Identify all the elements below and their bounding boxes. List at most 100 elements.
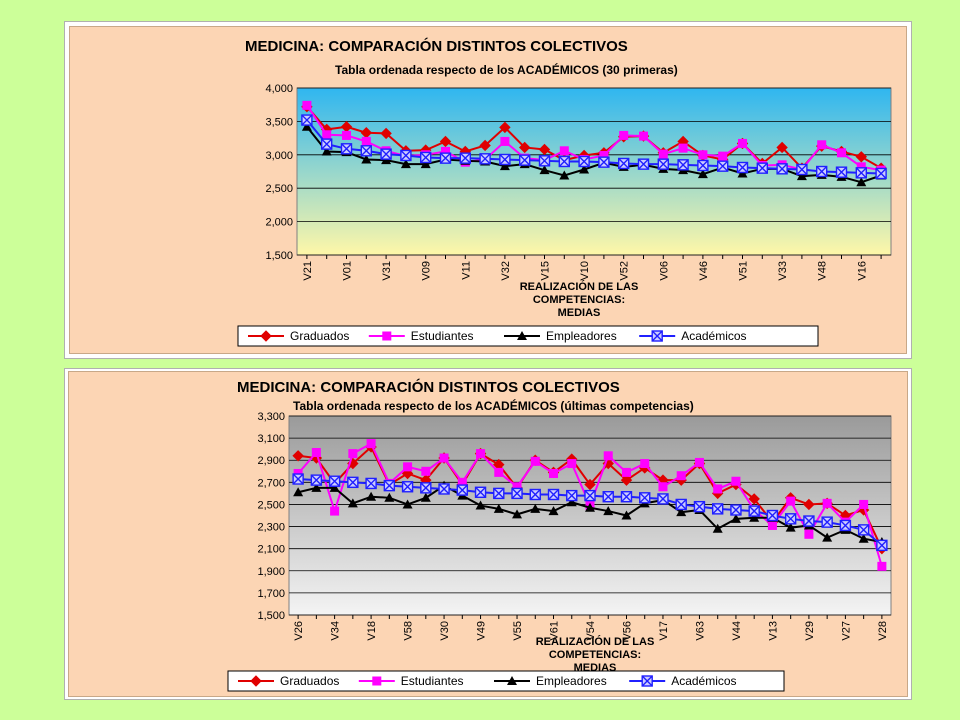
chart1-xaxis-label: MEDIAS (558, 307, 601, 319)
chart1-series-acadmicos-point (637, 158, 650, 170)
chart1-series-acadmicos-point (459, 152, 471, 164)
chart1-series-estudiantes-point (738, 138, 747, 148)
chart2-series-empleadores-point (712, 523, 723, 533)
chart1-series-estudiantes-point (441, 146, 450, 156)
chart2-xtick-label: V13 (767, 621, 779, 641)
chart2-series-empleadores-point (730, 513, 741, 523)
chart2-series-estudiantes-point (494, 467, 504, 477)
chart2-series-acadmicos-point (620, 491, 633, 503)
chart2-series-estudiantes-point (603, 451, 613, 461)
chart2-series-acadmicos-point-x2 (584, 490, 596, 502)
chart1-series-estudiantes-point (322, 130, 332, 140)
chart2-series-estudiantes-point (403, 462, 413, 472)
chart2-xtick-label: V44 (731, 621, 743, 641)
chart1-series-acadmicos-point-x2 (459, 152, 471, 164)
chart1-xtick-label: V46 (698, 261, 710, 281)
chart1-series-estudiantes-point (678, 143, 688, 153)
chart1-series-acadmicos-point-x2 (855, 167, 867, 179)
chart2-series-acadmicos-point-x2 (839, 519, 851, 531)
chart1-ytick-label: 2,000 (265, 217, 293, 229)
chart2-series-graduados-point (292, 450, 304, 462)
chart2-series-estudiantes-point (731, 476, 741, 486)
chart2-series-acadmicos-point-x2 (383, 480, 395, 492)
chart2-ytick-label: 2,700 (257, 477, 285, 489)
chart2-series-acadmicos-point (328, 475, 341, 487)
chart2-series-estudiantes-point (786, 496, 796, 506)
chart2-series-acadmicos-point-x2 (730, 504, 742, 516)
chart2-series-estudiantes-point (348, 449, 358, 459)
chart1-legend-empleadores-marker (517, 331, 527, 340)
chart2-series-acadmicos-point (547, 488, 560, 501)
chart1-series-acadmicos-point (380, 148, 392, 160)
chart1-series-acadmicos-point (301, 114, 313, 126)
chart2-series-acadmicos-point-x2 (420, 482, 432, 494)
chart1-xtick-label: V51 (738, 261, 750, 281)
chart2-series-empleadores-point (676, 507, 687, 517)
chart2-xaxis-label: COMPETENCIAS: (549, 649, 641, 661)
chart1-series-acadmicos-point (677, 159, 689, 171)
chart1-series-acadmicos-point (321, 138, 333, 150)
chart1-series-graduados-point (518, 141, 531, 154)
chart2-series-empleadores-point (530, 503, 541, 513)
chart1-subtitle: Tabla ordenada respecto de los ACADÉMICO… (335, 62, 678, 77)
chart2-series-acadmicos-point-x2 (456, 484, 468, 496)
chart1-series-acadmicos-point (400, 149, 412, 162)
chart1-series-estudiantes-point (559, 146, 569, 156)
chart2-series-estudiantes-point (640, 459, 650, 469)
chart1-xtick-label: V21 (302, 261, 314, 281)
chart2-xtick-label: V61 (549, 621, 561, 641)
chart2-series-acadmicos-point-x2 (693, 501, 705, 513)
chart1-series-acadmicos-point-x2 (479, 153, 491, 165)
chart1-series-acadmicos-point-x2 (638, 158, 649, 170)
chart2-xtick-label: V17 (658, 621, 670, 641)
chart2-xtick-label: V34 (330, 621, 342, 641)
chart2-xtick-label: V30 (439, 621, 451, 641)
chart1-series-estudiantes-point (639, 131, 648, 141)
chart2-legend-graduados-marker (250, 675, 262, 687)
chart1-legend-acadmicos-label: Académicos (681, 329, 746, 343)
chart2-series-acadmicos-point-x2 (748, 505, 760, 517)
chart2-series-acadmicos-point (821, 516, 833, 528)
chart2-series-acadmicos-point-x2 (712, 503, 724, 515)
chart2-subtitle: Tabla ordenada respecto de los ACADÉMICO… (293, 398, 694, 413)
chart1-series-empleadores-point (301, 121, 312, 131)
chart2-xtick-label: V27 (840, 621, 852, 641)
chart2-legend-acadmicos-marker (641, 675, 653, 687)
chart2-xtick-label: V54 (585, 621, 597, 641)
chart2-series-empleadores-point (785, 522, 796, 532)
chart2-legend-graduados-label: Graduados (280, 674, 339, 688)
chart2-legend-estudiantes: Estudiantes (358, 674, 464, 688)
chart1-series-acadmicos-point (736, 161, 749, 174)
chart2-series-acadmicos-point-x2 (402, 481, 414, 493)
chart2-series-acadmicos-point (347, 476, 359, 489)
chart2-series-acadmicos-point (748, 505, 760, 517)
chart1-ytick-label: 1,500 (265, 250, 293, 262)
chart2-series-acadmicos-point (383, 479, 396, 492)
chart2-legend-empleadores: Empleadores (494, 674, 607, 688)
chart1-series-acadmicos-point (796, 163, 808, 176)
chart1-ytick-label: 4,000 (265, 83, 293, 95)
chart1-series-acadmicos-point-x2 (360, 145, 372, 157)
chart2-series-estudiantes-point (822, 498, 832, 508)
chart2-series-empleadores-point (329, 482, 340, 492)
chart1-series-acadmicos-point (855, 167, 867, 179)
chart1-series-empleadores-point (499, 161, 510, 171)
chart2-series-acadmicos-point-x2 (821, 516, 833, 528)
chart1-series-acadmicos-point (578, 155, 590, 168)
chart2-series-acadmicos-point (310, 474, 323, 486)
chart1-series-graduados-point (499, 121, 511, 134)
chart2-series-acadmicos-point-x2 (766, 510, 778, 521)
chart2-series-acadmicos-point-x2 (785, 513, 797, 525)
chart2-series-acadmicos-point-x2 (876, 539, 888, 551)
chart2-series-acadmicos-point-x2 (602, 491, 614, 503)
chart2-series-acadmicos-point-x2 (493, 487, 505, 499)
chart2-series-acadmicos-point-x2 (292, 473, 304, 485)
chart1-series-acadmicos-point (499, 153, 511, 166)
chart1-series-acadmicos-point (816, 165, 828, 178)
chart1-xtick-label: V01 (342, 261, 354, 281)
chart1-series-acadmicos-point-x2 (875, 168, 887, 179)
chart1-series-estudiantes-point (856, 162, 866, 172)
chart2-series-acadmicos-point (493, 487, 505, 500)
chart2-series-acadmicos-point (711, 503, 724, 515)
chart1-series-acadmicos-point-x2 (400, 149, 412, 161)
